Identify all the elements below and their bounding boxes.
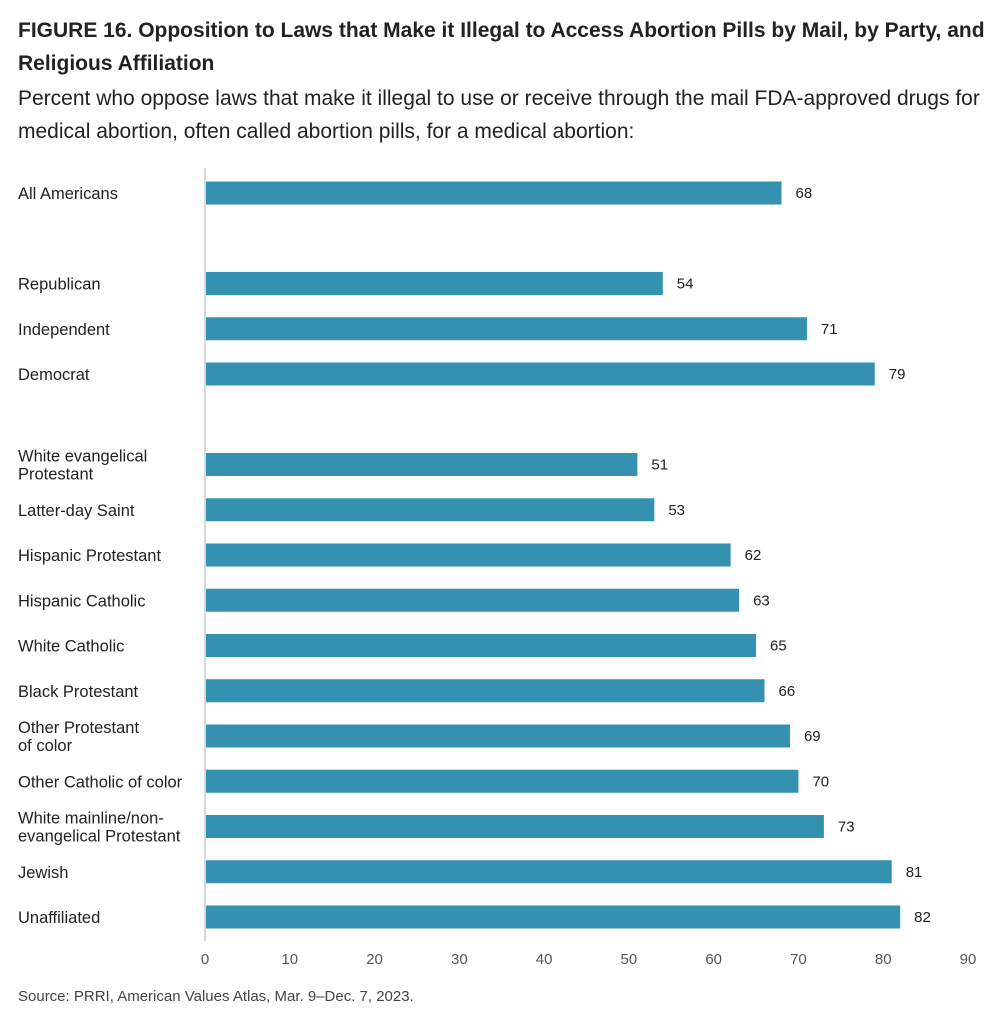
value-label-republican: 54	[677, 276, 694, 293]
value-label-unaffiliated: 82	[914, 909, 931, 926]
category-label-white-mainline-non-evangelical-protestant: White mainline/non-evangelical Protestan…	[18, 810, 181, 846]
source-note: Source: PRRI, American Values Atlas, Mar…	[18, 988, 414, 1005]
category-label-other-catholic-of-color: Other Catholic of color	[18, 773, 183, 791]
bar-latter-day-saint	[205, 498, 655, 522]
category-label-other-protestant-of-color: Other Protestant of color	[18, 719, 139, 755]
category-label-unaffiliated: Unaffiliated	[18, 909, 100, 927]
bar-independent	[205, 317, 807, 341]
bar-democrat	[205, 362, 875, 386]
bar-jewish	[205, 860, 892, 884]
value-label-white-evangelical-protestant: 51	[651, 457, 668, 474]
bar-white-evangelical-protestant	[205, 453, 638, 476]
value-label-independent: 71	[821, 321, 838, 338]
x-tick-label-10: 10	[281, 951, 298, 968]
category-label-hispanic-catholic: Hispanic Catholic	[18, 592, 145, 610]
category-label-democrat: Democrat	[18, 366, 90, 384]
bar-hispanic-protestant	[205, 543, 731, 567]
x-tick-label-30: 30	[451, 951, 468, 968]
category-label-all-americans: All Americans	[18, 185, 118, 203]
category-label-hispanic-protestant: Hispanic Protestant	[18, 547, 161, 565]
category-label-independent: Independent	[18, 321, 110, 339]
category-label-white-catholic: White Catholic	[18, 638, 124, 656]
chart-title: FIGURE 16. Opposition to Laws that Make …	[18, 19, 985, 75]
category-label-black-protestant: Black Protestant	[18, 683, 139, 701]
x-tick-label-60: 60	[705, 951, 722, 968]
x-tick-label-80: 80	[875, 951, 892, 968]
bar-white-catholic	[205, 634, 757, 657]
bar-hispanic-catholic	[205, 588, 740, 612]
x-tick-label-20: 20	[366, 951, 383, 968]
value-label-other-protestant-of-color: 69	[804, 728, 821, 745]
x-tick-label-50: 50	[621, 951, 638, 968]
category-label-latter-day-saint: Latter-day Saint	[18, 502, 135, 520]
value-label-hispanic-catholic: 63	[753, 592, 770, 609]
x-tick-label-0: 0	[201, 951, 209, 968]
bar-other-protestant-of-color	[205, 724, 790, 748]
bar-chart: 68 All Americans 54 Republican 71 Independent…	[18, 168, 977, 968]
bar-white-mainline-non-evangelical-protestant	[205, 815, 824, 838]
value-label-jewish: 81	[906, 864, 923, 881]
bar-black-protestant	[205, 679, 765, 703]
category-label-jewish: Jewish	[18, 864, 68, 882]
value-label-all-americans: 68	[795, 185, 812, 202]
value-label-other-catholic-of-color: 70	[812, 773, 829, 790]
bar-other-catholic-of-color	[205, 769, 799, 793]
value-label-democrat: 79	[889, 366, 906, 383]
category-label-white-evangelical-protestant: White evangelical Protestant	[18, 448, 147, 484]
x-tick-label-90: 90	[960, 951, 977, 968]
category-label-republican: Republican	[18, 276, 101, 294]
bar-unaffiliated	[205, 905, 901, 929]
value-label-black-protestant: 66	[779, 683, 796, 700]
x-tick-label-40: 40	[536, 951, 553, 968]
value-label-white-catholic: 65	[770, 638, 787, 655]
chart-subtitle: Percent who oppose laws that make it ill…	[18, 87, 980, 143]
bar-republican	[205, 272, 663, 295]
x-tick-label-70: 70	[790, 951, 807, 968]
value-label-hispanic-protestant: 62	[745, 547, 762, 564]
value-label-latter-day-saint: 53	[668, 502, 685, 519]
value-label-white-mainline-non-evangelical-protestant: 73	[838, 819, 855, 836]
bar-all-americans	[205, 181, 782, 205]
